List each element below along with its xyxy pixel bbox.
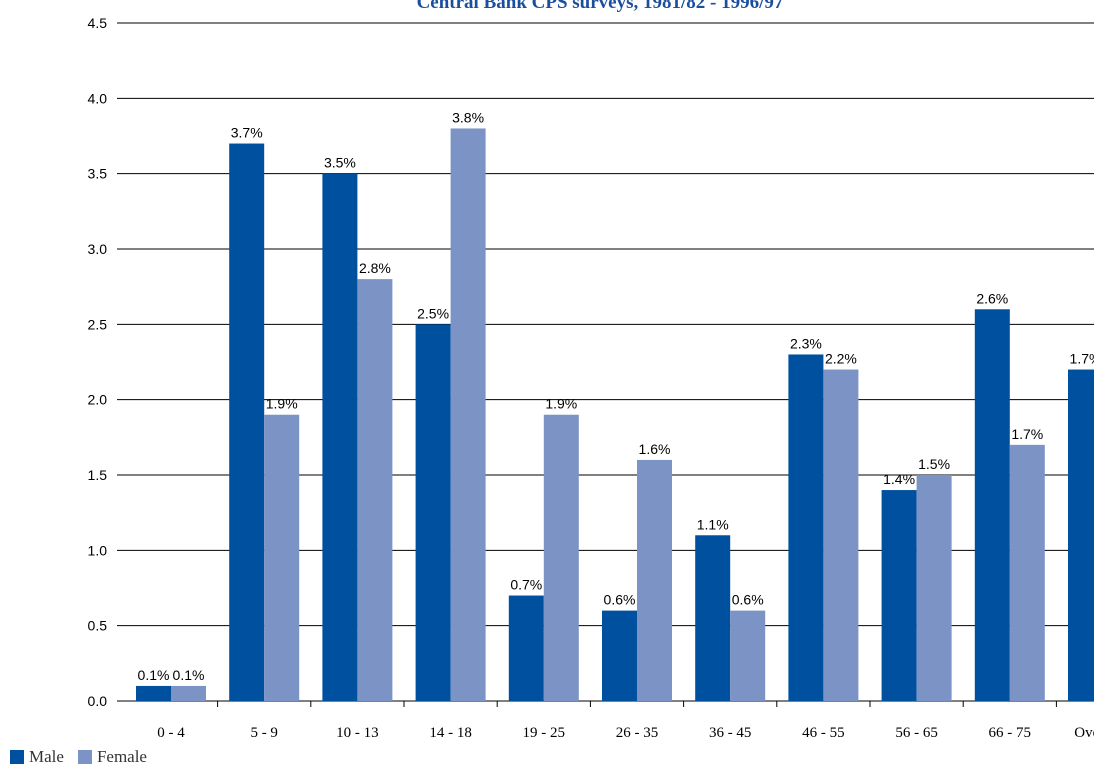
x-tick-label: 56 - 65 <box>895 725 938 741</box>
legend-item-male: Male <box>10 747 64 767</box>
data-label-female: 2.8% <box>359 260 391 276</box>
bar-male-3 <box>415 324 451 701</box>
y-tick-label: 4.0 <box>88 90 108 106</box>
data-label-female: 1.7% <box>1011 426 1043 442</box>
bar-female-0 <box>171 685 206 701</box>
data-label-male: 1.7% <box>1070 351 1094 367</box>
x-tick-label: Over - 75 <box>1074 725 1094 741</box>
bar-male-7 <box>788 354 824 701</box>
x-tick-label: 5 - 9 <box>250 725 278 741</box>
x-tick-label: 14 - 18 <box>429 725 472 741</box>
legend: Male Female <box>10 747 161 767</box>
data-label-male: 3.5% <box>324 155 356 171</box>
y-tick-label: 3.0 <box>88 241 108 257</box>
y-tick-label: 1.0 <box>88 542 108 558</box>
x-tick-label: 0 - 4 <box>157 725 185 741</box>
bar-male-9 <box>974 309 1010 701</box>
bar-female-9 <box>1009 444 1045 701</box>
data-label-male: 0.1% <box>138 667 170 683</box>
bar-male-6 <box>695 535 731 701</box>
data-label-male: 3.7% <box>231 125 263 141</box>
legend-swatch-female <box>77 750 92 764</box>
data-label-male: 0.7% <box>510 577 542 593</box>
data-labels: 0.1% 0.1% 3.7% 1.9% 3.5% 2.8% 2.5% 3.8% 0.7% 1.9%… <box>138 109 1094 682</box>
data-label-female: 1.9% <box>266 396 298 412</box>
bar-male-4 <box>508 595 544 701</box>
y-tick-label: 0.5 <box>88 618 108 634</box>
y-tick-label: 2.0 <box>88 392 108 408</box>
x-tick-label: 10 - 13 <box>336 725 379 741</box>
legend-item-female: Female <box>77 747 147 767</box>
y-tick-label: 2.5 <box>88 316 108 332</box>
bars <box>136 128 1094 702</box>
bar-female-1 <box>264 414 300 701</box>
bar-male-5 <box>602 610 637 701</box>
bar-female-5 <box>637 459 672 701</box>
x-tick-label: 36 - 45 <box>709 725 752 741</box>
data-label-male: 2.6% <box>976 290 1008 306</box>
x-axis: 0 - 4 5 - 9 10 - 13 14 - 18 19 - 25 26 - 35 36… <box>157 701 1094 741</box>
y-tick-label: 1.5 <box>88 467 108 483</box>
data-label-male: 2.5% <box>417 305 449 321</box>
bar-male-8 <box>881 490 917 701</box>
bar-male-1 <box>229 143 265 702</box>
data-label-female: 0.1% <box>173 667 205 683</box>
data-label-female: 2.2% <box>825 351 857 367</box>
bar-female-6 <box>730 610 766 701</box>
bar-female-3 <box>450 128 486 701</box>
legend-swatch-male <box>10 750 24 764</box>
bar-female-8 <box>916 475 952 701</box>
x-tick-label: 46 - 55 <box>802 725 845 741</box>
data-label-male: 0.6% <box>604 592 636 608</box>
data-label-female: 0.6% <box>732 592 764 608</box>
data-label-female: 1.5% <box>918 456 950 472</box>
x-tick-label: 19 - 25 <box>523 725 566 741</box>
data-label-male: 1.4% <box>883 471 915 487</box>
data-label-male: 2.3% <box>790 335 822 351</box>
bar-male-10 <box>1068 369 1094 701</box>
bar-female-2 <box>357 279 393 701</box>
bar-male-2 <box>322 173 358 701</box>
data-label-female: 1.9% <box>545 396 577 412</box>
bar-male-0 <box>136 685 171 701</box>
x-tick-label: 26 - 35 <box>616 725 659 741</box>
y-axis: 0.0 0.5 1.0 1.5 2.0 2.5 3.0 3.5 4.0 4.5 <box>88 15 108 709</box>
x-tick-label: 66 - 75 <box>989 725 1032 741</box>
bar-female-7 <box>823 369 859 701</box>
data-label-male: 1.1% <box>697 516 729 532</box>
legend-label-female: Female <box>96 747 147 766</box>
y-tick-label: 3.5 <box>88 166 108 182</box>
y-tick-label: 4.5 <box>88 15 108 31</box>
legend-label-male: Male <box>29 747 64 766</box>
data-label-female: 3.8% <box>452 109 484 125</box>
data-label-female: 1.6% <box>639 441 671 457</box>
bar-female-4 <box>543 414 579 701</box>
chart-title: Central Bank CPS surveys, 1981/82 - 1996… <box>417 0 784 13</box>
y-tick-label: 0.0 <box>88 693 108 709</box>
